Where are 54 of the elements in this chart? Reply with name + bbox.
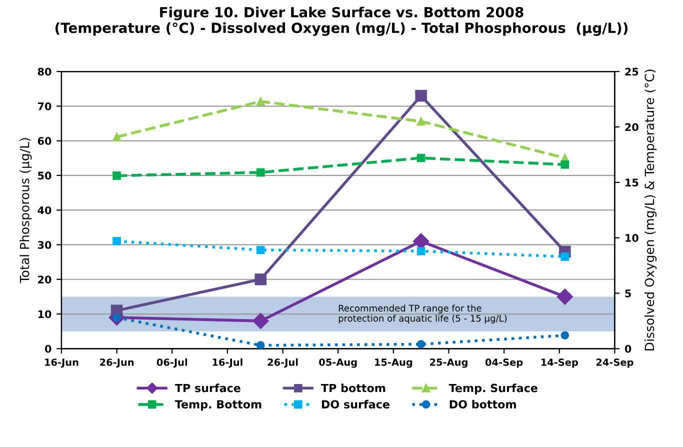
legend-label: DO bottom: [450, 400, 516, 409]
x-tick-label: 25-Aug: [430, 358, 468, 368]
y-tick-label: 50: [38, 172, 52, 180]
legend-label: DO surface: [322, 400, 390, 409]
point: [560, 160, 570, 169]
legend-label: Temp. Surface: [448, 384, 538, 394]
y-tick-label: 10: [38, 310, 52, 318]
point: [560, 331, 570, 340]
band-label: Recommended TP range for the protection of aquatic life (5 - 15 µg/L): [338, 304, 507, 324]
point: [254, 273, 267, 286]
x-tick-label: 04-Sep: [485, 358, 523, 368]
y-axis-title: Total Phosporous (µg/L): [20, 138, 32, 284]
y2-tick-label: 5: [625, 290, 631, 298]
x-tick-label: 26-Jul: [268, 358, 298, 368]
y-tick-label: 70: [38, 102, 52, 110]
point: [112, 236, 121, 246]
y-tick-label: 30: [38, 240, 52, 249]
point: [252, 312, 269, 330]
y2-tick-label: 10: [626, 234, 638, 242]
y-tick-label: 80: [38, 68, 52, 76]
y-tick-label: 60: [38, 137, 52, 145]
point: [556, 288, 573, 305]
x-tick-label: 16-Jun: [45, 358, 78, 368]
y-tick-label: 40: [38, 206, 52, 214]
point: [416, 117, 426, 126]
y-tick-label: 20: [38, 276, 52, 284]
chart-title: Figure 10. Diver Lake Surface vs. Bottom 2008 (Temperature (°C) - Dissolved Oxygen (mg/L) - Total Phosphorous (µg/L)): [55, 6, 628, 36]
y2-tick-label: 25: [625, 68, 638, 76]
point: [415, 90, 427, 102]
x-tick-label: 26-Jun: [100, 358, 134, 368]
y2-tick-label: 20: [625, 123, 638, 132]
point: [416, 340, 426, 348]
y2-tick-label: 15: [626, 178, 638, 186]
point: [256, 97, 265, 106]
point: [256, 246, 265, 254]
point: [416, 154, 426, 162]
legend-label: TP bottom: [321, 384, 386, 392]
point: [112, 132, 121, 142]
point: [256, 341, 265, 349]
point: [416, 246, 426, 256]
y-tick-label: 0: [45, 344, 52, 353]
point: [112, 172, 121, 180]
point: [256, 168, 265, 177]
x-tick-label: 15-Aug: [375, 358, 412, 368]
x-tick-label: 16-Jul: [212, 358, 242, 368]
point: [560, 252, 570, 261]
y2-tick-label: 0: [624, 344, 632, 353]
x-tick-label: 14-Sep: [541, 358, 578, 368]
x-tick-label: 05-Aug: [319, 358, 357, 368]
legend-label: TP surface: [174, 384, 240, 392]
x-tick-label: 24-Sep: [596, 358, 634, 368]
y2-axis-title: Dissolved Oxygen (mg/L) & Temperature (°C): [644, 70, 657, 350]
legend-label: Temp. Bottom: [174, 400, 262, 411]
x-tick-label: 06-Jul: [156, 358, 188, 368]
